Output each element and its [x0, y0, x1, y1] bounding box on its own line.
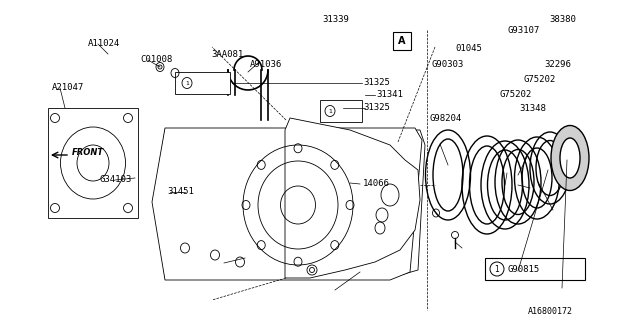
- Text: A91036: A91036: [250, 60, 282, 68]
- Text: G75202: G75202: [524, 75, 556, 84]
- Text: 38380: 38380: [549, 14, 576, 23]
- Bar: [485, 258, 585, 280]
- Polygon shape: [152, 128, 422, 280]
- Text: A: A: [398, 36, 406, 46]
- Bar: [175, 72, 230, 94]
- Text: 31325: 31325: [363, 77, 390, 86]
- Polygon shape: [155, 130, 425, 278]
- Text: A11024: A11024: [88, 38, 120, 47]
- Text: 31341: 31341: [376, 90, 403, 99]
- Text: 3AA081: 3AA081: [211, 50, 243, 59]
- Text: G34103: G34103: [100, 174, 132, 183]
- Text: 1: 1: [495, 265, 499, 274]
- Polygon shape: [285, 118, 420, 278]
- Text: 31339: 31339: [322, 14, 349, 23]
- Text: G98204: G98204: [430, 114, 462, 123]
- Text: 14066: 14066: [363, 179, 390, 188]
- Bar: [393, 32, 411, 50]
- Text: FRONT: FRONT: [72, 148, 104, 156]
- Circle shape: [490, 262, 504, 276]
- Text: 01045: 01045: [455, 44, 482, 52]
- Text: 31451: 31451: [167, 188, 194, 196]
- Text: 1: 1: [185, 81, 189, 85]
- Bar: [320, 100, 362, 122]
- Ellipse shape: [560, 138, 580, 178]
- Circle shape: [182, 78, 192, 88]
- Text: A21047: A21047: [52, 83, 84, 92]
- Text: 32296: 32296: [544, 60, 571, 68]
- Text: 31325: 31325: [363, 102, 390, 111]
- Circle shape: [325, 106, 335, 116]
- Text: A16800172: A16800172: [528, 308, 573, 316]
- Text: 1: 1: [328, 108, 332, 114]
- Bar: [48, 108, 138, 218]
- Text: 31348: 31348: [519, 103, 546, 113]
- Text: G90815: G90815: [508, 265, 540, 274]
- Text: G90303: G90303: [432, 60, 464, 68]
- Text: G75202: G75202: [500, 90, 532, 99]
- Text: G93107: G93107: [508, 26, 540, 35]
- Ellipse shape: [551, 125, 589, 190]
- Text: C01008: C01008: [140, 54, 172, 63]
